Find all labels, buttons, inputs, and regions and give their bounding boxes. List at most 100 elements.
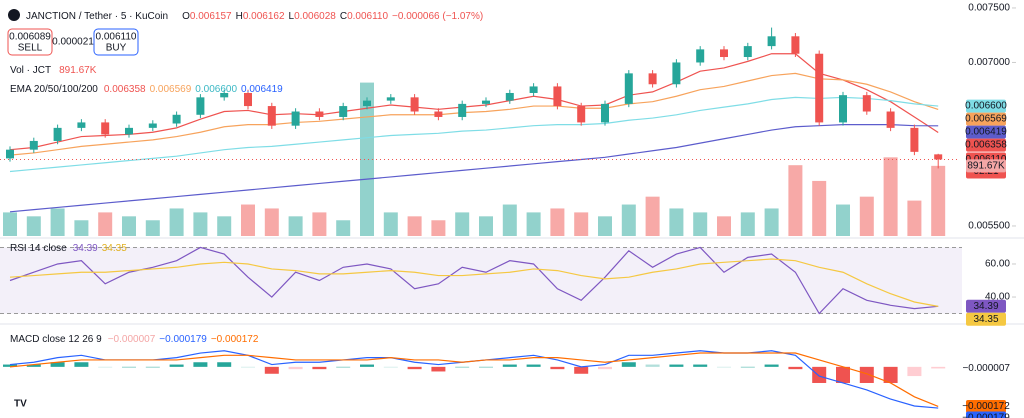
ohlc-value: 0.006110 xyxy=(347,11,388,22)
candle-body xyxy=(410,97,419,112)
histogram-bar xyxy=(526,364,541,367)
spread: 0.000021 xyxy=(52,37,94,48)
ema-line xyxy=(9,96,939,173)
histogram-bar xyxy=(502,364,517,367)
buy-button[interactable] xyxy=(93,28,139,56)
volume-bar xyxy=(169,208,184,236)
candle-body xyxy=(601,103,609,123)
histogram-bar xyxy=(169,364,184,367)
candle-body xyxy=(815,53,824,123)
price-badge-label: 34.35 xyxy=(973,314,998,325)
y-tick-label: −0.000007 xyxy=(962,363,1010,374)
histogram-bar xyxy=(693,364,708,367)
histogram-bar xyxy=(455,366,470,368)
ema-line xyxy=(9,53,939,151)
histogram-bar xyxy=(907,366,922,377)
y-tick-label: 60.00 xyxy=(985,259,1010,270)
rsi-line xyxy=(9,246,939,315)
y-tick-label: 40.00 xyxy=(985,292,1010,303)
candle-body xyxy=(29,140,38,150)
candle-body xyxy=(672,62,681,85)
candle-body xyxy=(624,73,633,104)
candle-body xyxy=(505,92,514,101)
histogram-bar xyxy=(645,364,660,367)
volume-bar xyxy=(360,82,374,236)
candle-body xyxy=(53,127,62,141)
volume-bar xyxy=(907,200,922,236)
macd-line xyxy=(9,352,939,408)
volume-bar xyxy=(98,212,113,236)
marks xyxy=(0,7,1016,409)
volume-bar xyxy=(336,220,351,236)
candle-body xyxy=(315,111,324,117)
candle-body xyxy=(291,111,300,126)
volume-bar xyxy=(74,220,89,236)
ohlc-key: H xyxy=(236,11,243,22)
candle-body xyxy=(696,49,705,63)
price-badge-label: 0.006358 xyxy=(965,140,1007,151)
histogram-bar xyxy=(883,366,898,383)
price-badge xyxy=(966,312,1006,326)
candle-body xyxy=(791,36,800,54)
histogram-bar xyxy=(74,362,89,367)
histogram-bar xyxy=(431,366,446,372)
histogram-bar xyxy=(3,364,17,367)
histogram-bar xyxy=(241,366,255,368)
volume-bar xyxy=(288,216,303,236)
price-badge xyxy=(966,138,1006,152)
volume-bar xyxy=(193,212,208,236)
legend-value: 34.35 xyxy=(102,243,127,254)
volume-bar xyxy=(455,212,470,236)
price-badge xyxy=(966,159,1006,173)
candle-body xyxy=(363,100,371,107)
volume-bar xyxy=(717,216,731,236)
volume-bar xyxy=(645,196,660,236)
price-badge-label: 34.39 xyxy=(973,301,998,312)
volume-bar xyxy=(264,208,279,236)
candle-body xyxy=(267,106,276,126)
histogram-bar xyxy=(621,362,636,367)
ema-line xyxy=(9,123,939,213)
volume-bar xyxy=(3,212,17,236)
histogram-bar xyxy=(407,366,422,370)
volume-bar xyxy=(479,216,493,236)
legend-label: MACD close 12 26 9 xyxy=(10,334,102,345)
candle-body xyxy=(529,86,538,93)
price-badge xyxy=(966,299,1006,313)
volume-bar xyxy=(574,212,589,236)
candle-body xyxy=(743,46,752,58)
histogram-bar xyxy=(264,366,279,374)
legend-value: −0.000179 xyxy=(159,334,207,345)
candle-body xyxy=(458,103,467,117)
ema-legend: EMA 20/50/100/200 0.006358 0.006569 0.00660… xyxy=(10,84,283,95)
price-badge-label: 0.006600 xyxy=(965,101,1007,112)
histogram-bar xyxy=(931,366,946,369)
rsi-line xyxy=(9,258,939,307)
histogram-bar xyxy=(217,362,232,367)
candle-body xyxy=(862,95,871,112)
symbol-icon xyxy=(8,9,20,21)
candle-body xyxy=(648,73,657,85)
histogram-bar xyxy=(740,366,755,368)
histogram-bar xyxy=(193,362,208,367)
volume-bar xyxy=(693,212,708,236)
volume-bar xyxy=(431,220,446,236)
candle-body xyxy=(553,86,562,107)
candle-body xyxy=(577,106,586,123)
ohlc-value: 0.006028 xyxy=(294,11,336,22)
volume-bar xyxy=(550,208,565,236)
candle-body xyxy=(244,92,252,107)
legend-value: 34.39 xyxy=(73,243,98,254)
volume-bar xyxy=(145,220,160,236)
sell-label: SELL xyxy=(18,43,43,54)
volume-bar xyxy=(764,208,779,236)
histogram-bar xyxy=(50,362,65,367)
sell-button[interactable] xyxy=(7,28,53,56)
volume-bar xyxy=(217,216,232,236)
histogram-bar xyxy=(836,366,850,383)
macd-legend: MACD close 12 26 9 −0.000007 −0.000179 −0.0… xyxy=(10,334,259,345)
buy-label: BUY xyxy=(106,43,127,54)
histogram-bar xyxy=(360,364,374,367)
legend-label: EMA 20/50/100/200 xyxy=(10,84,98,95)
